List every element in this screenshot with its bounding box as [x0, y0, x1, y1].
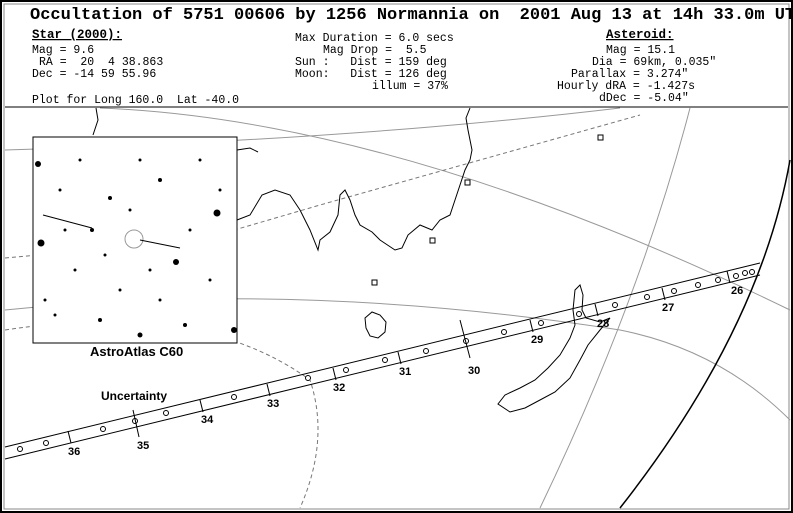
star-mag: Mag = 9.6: [32, 44, 94, 57]
time-label: 30: [468, 365, 480, 377]
time-label: 26: [731, 285, 743, 297]
time-label: 29: [531, 334, 543, 346]
time-label: 36: [68, 446, 80, 458]
mag-drop: Mag Drop = 5.5: [323, 44, 427, 57]
coastlines: [92, 107, 611, 413]
asteroid-mag: Mag = 15.1: [606, 44, 675, 57]
star-dec: Dec = -14 59 55.96: [32, 68, 156, 81]
shadow-path: [4, 262, 761, 460]
time-label: 32: [333, 382, 345, 394]
plot-for: Plot for Long 160.0 Lat -40.0: [32, 94, 239, 107]
hourly-dra: Hourly dRA = -1.427s: [557, 80, 695, 93]
time-label: 35: [137, 440, 149, 452]
max-duration: Max Duration = 6.0 secs: [295, 32, 454, 45]
time-label: 28: [597, 318, 609, 330]
asteroid-dia: Dia = 69km, 0.035": [592, 56, 716, 69]
star-chart-inset: [32, 136, 238, 344]
ddec: dDec = -5.04": [599, 92, 689, 105]
time-label: 33: [267, 398, 279, 410]
time-label: 34: [201, 414, 214, 426]
sun-dist: Sun : Dist = 159 deg: [295, 56, 447, 69]
time-label: 31: [399, 366, 411, 378]
time-label: 27: [662, 302, 674, 314]
inner-frame: [3, 3, 790, 510]
uncertainty-label: Uncertainty: [101, 389, 167, 403]
star-heading: Star (2000):: [32, 28, 122, 42]
time-labels: 26 27 28 29 30 31 32 33 34 35 36: [68, 285, 743, 458]
inset-caption: AstroAtlas C60: [90, 344, 183, 359]
parallax: Parallax = 3.274": [571, 68, 688, 81]
moon-illum: illum = 37%: [372, 80, 448, 93]
title: Occultation of 5751 00606 by 1256 Norman…: [30, 6, 793, 25]
asteroid-heading: Asteroid:: [606, 28, 674, 42]
star-ra: RA = 20 4 38.863: [39, 56, 163, 69]
moon-dist: Moon: Dist = 126 deg: [295, 68, 447, 81]
